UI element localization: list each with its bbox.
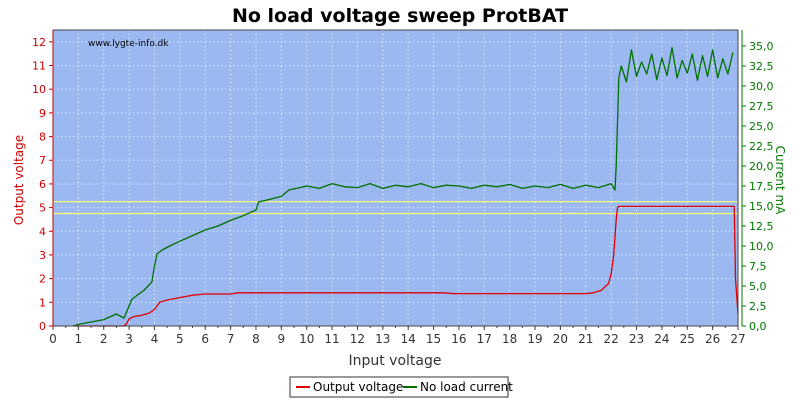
y-right-tick-label: 30,0 [749,80,774,93]
x-tick-label: 15 [426,332,441,346]
x-tick-label: 4 [151,332,159,346]
x-tick-label: 22 [604,332,619,346]
x-tick-label: 19 [527,332,542,346]
legend-label-output-voltage: Output voltage [313,380,403,394]
y-right-tick-label: 32,5 [749,60,774,73]
y-left-tick-label: 12 [32,36,46,49]
series-line-no-load-current [73,46,734,327]
y-left-tick-label: 1 [39,296,46,309]
y-right-tick-label: 25,0 [749,120,774,133]
y-left-tick-label: 3 [39,249,46,262]
y-right-tick-label: 10,0 [749,240,774,253]
y-left-tick-label: 7 [39,154,46,167]
y-right-tick-label: 2,5 [749,300,767,313]
y-left-tick-label: 2 [39,273,46,286]
chart-title: No load voltage sweep ProtBAT [232,5,568,27]
x-tick-label: 21 [578,332,593,346]
y-right-tick-label: 5,0 [749,280,767,293]
y-right-tick-label: 27,5 [749,100,774,113]
x-tick-label: 16 [451,332,466,346]
y-left-tick-label: 8 [39,131,46,144]
x-tick-label: 1 [75,332,83,346]
legend-frame [289,376,509,398]
x-tick-label: 10 [299,332,314,346]
x-tick-label: 6 [201,332,209,346]
x-tick-label: 25 [680,332,695,346]
x-tick-label: 3 [125,332,133,346]
y-left-tick-label: 0 [39,320,46,333]
x-tick-label: 20 [553,332,568,346]
y-left-tick-label: 10 [32,83,46,96]
y-right-tick-label: 35,0 [749,40,774,53]
y-left-tick-label: 9 [39,107,46,120]
x-tick-label: 0 [49,332,57,346]
watermark: www.lygte-info.dk [88,39,169,49]
y-left-tick-label: 6 [39,178,46,191]
y-right-tick-label: 20,0 [749,160,774,173]
x-tick-label: 18 [502,332,517,346]
x-tick-label: 27 [730,332,745,346]
y-right-tick-label: 7,5 [749,260,767,273]
reference-lines [53,201,738,215]
grid [52,30,739,327]
legend: Output voltage No load current [289,376,513,398]
y-axis-right-label: Current mA [773,146,787,216]
y-right-tick-label: 12,5 [749,220,774,233]
x-tick-label: 23 [629,332,644,346]
y-left-tick-label: 5 [39,202,46,215]
y-left-tick-label: 4 [39,225,46,238]
series-layer [73,46,739,327]
x-tick-label: 12 [350,332,365,346]
x-tick-label: 7 [227,332,235,346]
x-tick-label: 9 [278,332,286,346]
y-right-tick-label: 17,5 [749,180,774,193]
x-tick-label: 2 [100,332,108,346]
x-tick-label: 11 [324,332,339,346]
x-tick-label: 13 [375,332,390,346]
x-tick-label: 8 [252,332,260,346]
axes: 0 1 2 3 4 5 6 7 8 9 10 11 12 13 14 15 16 17 18 19 20 21 22 23 24… [32,30,774,346]
x-tick-label: 14 [401,332,416,346]
y-axis-left-label: Output voltage [12,135,26,225]
x-axis-label: Input voltage [348,353,441,369]
y-right-tick-label: 22,5 [749,140,774,153]
y-right-tick-label: 0,0 [749,320,767,333]
x-tick-label: 5 [176,332,184,346]
y-left-tick-label: 11 [32,60,46,73]
plot-area [53,30,738,326]
legend-label-no-load-current: No load current [420,380,513,394]
x-tick-label: 17 [477,332,492,346]
x-tick-label: 26 [705,332,720,346]
x-tick-label: 24 [654,332,669,346]
y-right-tick-label: 15,0 [749,200,774,213]
series-line-output-voltage [73,205,739,327]
